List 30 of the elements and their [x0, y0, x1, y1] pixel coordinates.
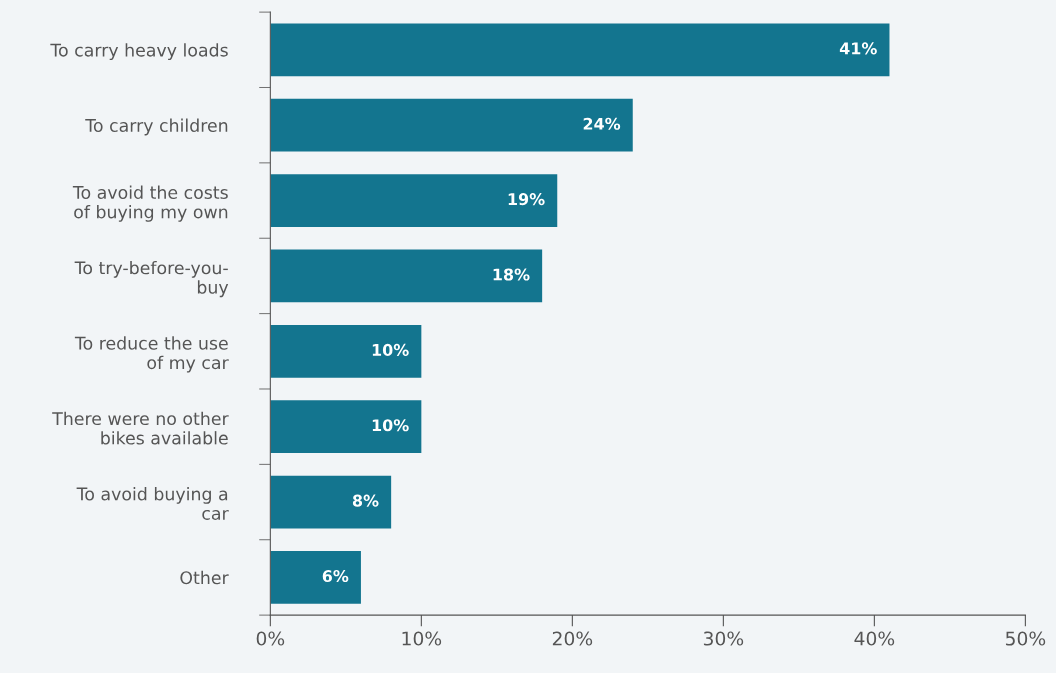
data-label: 19% [508, 193, 545, 206]
y-tick-label: To carry heavy loads [50, 43, 228, 61]
bar [270, 324, 422, 378]
y-tick-label: To carry children [85, 118, 228, 136]
y-tick-label: To avoid buying a car [76, 487, 229, 520]
data-label: 8% [352, 494, 379, 507]
y-tick-label: To try-before-you- buy [74, 260, 229, 298]
bar [270, 400, 422, 454]
data-label: 10% [372, 343, 409, 356]
x-tick-label: 20% [552, 631, 593, 646]
y-tick-label: There were no other bikes available [52, 411, 229, 445]
data-label: 24% [583, 117, 621, 130]
bar [270, 174, 558, 227]
bar [270, 249, 543, 303]
data-label: 10% [372, 419, 409, 432]
x-tick-label: 0% [256, 631, 285, 646]
x-tick-label: 40% [854, 631, 895, 646]
data-label: 18% [493, 268, 530, 281]
bar [270, 23, 890, 77]
data-label: 41% [839, 42, 877, 55]
x-tick-label: 30% [703, 631, 744, 646]
bar [270, 551, 361, 604]
bar [270, 475, 392, 529]
data-label: 6% [322, 569, 349, 583]
y-tick-label: To avoid the costs of buying my own [72, 185, 228, 222]
y-tick-label: To reduce the use of my car [74, 336, 229, 373]
y-tick-label: Other [180, 570, 229, 585]
x-tick-label: 50% [1005, 631, 1046, 646]
bar [270, 98, 633, 152]
x-tick-label: 10% [402, 631, 442, 646]
